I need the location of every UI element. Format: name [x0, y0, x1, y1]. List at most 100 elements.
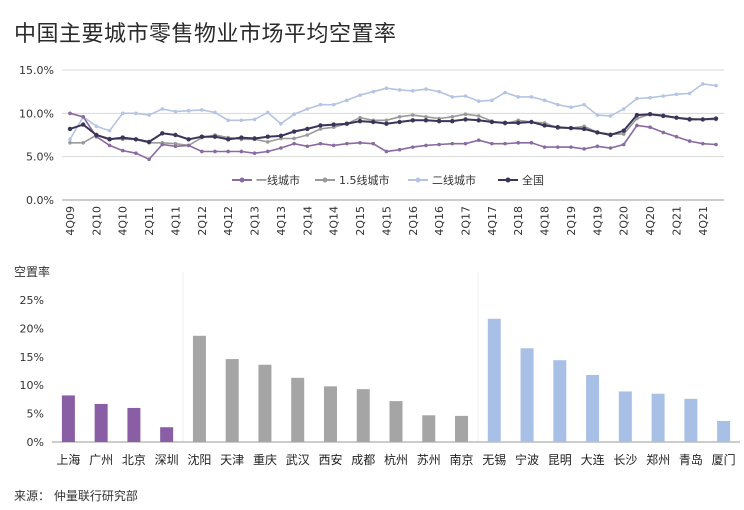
data-point: [450, 115, 455, 119]
bar: [127, 407, 141, 442]
data-point: [503, 141, 507, 146]
data-point: [173, 144, 178, 149]
bar: [651, 393, 665, 442]
data-point: [357, 118, 363, 124]
data-point: [490, 141, 494, 146]
data-point: [226, 137, 231, 142]
data-point: [476, 114, 481, 118]
data-point: [146, 139, 152, 145]
data-point: [397, 147, 402, 152]
data-point: [595, 130, 600, 135]
x-tick-label: 4Q09: [64, 206, 77, 236]
data-point: [371, 119, 376, 125]
data-point: [555, 125, 560, 130]
bar: [94, 403, 108, 442]
x-tick-label: 2Q17: [460, 206, 473, 236]
x-tick-label: 4Q11: [169, 206, 182, 236]
data-point: [568, 125, 574, 131]
x-tick-label: 4Q15: [380, 206, 393, 236]
x-tick-label: 4Q21: [697, 206, 710, 236]
data-point: [476, 99, 481, 103]
data-point: [635, 96, 639, 101]
data-point: [489, 119, 495, 125]
data-point: [450, 95, 455, 99]
y-tick-label: 10%: [20, 379, 44, 392]
legend-marker: [239, 177, 245, 183]
data-point: [305, 144, 310, 149]
x-tick-label: 杭州: [384, 452, 408, 467]
x-tick-label: 2Q16: [407, 206, 420, 236]
data-point: [318, 102, 323, 107]
x-tick-label: 长沙: [613, 453, 637, 467]
x-tick-label: 2Q20: [618, 206, 631, 236]
x-tick-label: 南京: [450, 452, 474, 467]
y-tick-label: 25%: [20, 294, 44, 307]
data-point: [252, 117, 257, 122]
bar: [225, 359, 239, 442]
data-point: [608, 132, 613, 138]
data-point: [582, 147, 586, 151]
data-point: [279, 146, 283, 150]
y-tick-label: 10.0%: [19, 107, 54, 120]
series-line-1: [70, 113, 716, 147]
data-point: [186, 137, 191, 142]
bar: [291, 377, 305, 442]
data-point: [252, 151, 257, 155]
data-point: [595, 113, 600, 117]
data-point: [80, 122, 86, 127]
data-point: [582, 102, 586, 107]
bar: [717, 420, 731, 442]
data-point: [608, 114, 613, 118]
x-tick-label: 4Q10: [117, 206, 130, 236]
data-point: [68, 111, 72, 116]
data-point: [529, 95, 534, 99]
data-point: [542, 123, 547, 128]
legend-marker: [505, 177, 511, 183]
data-point: [305, 107, 310, 111]
legend-marker: [322, 177, 328, 183]
data-point: [410, 113, 415, 117]
data-point: [503, 90, 507, 95]
data-point: [424, 143, 428, 148]
data-point: [621, 128, 626, 133]
page-title: 中国主要城市零售物业市场平均空置率: [14, 22, 397, 47]
data-point: [94, 132, 99, 138]
data-point: [687, 139, 692, 143]
data-point: [674, 115, 679, 120]
data-point: [292, 112, 296, 116]
data-point: [476, 138, 481, 142]
bar: [389, 401, 403, 442]
x-tick-label: 深圳: [155, 453, 179, 467]
legend-label: 一线城市: [256, 173, 300, 187]
x-tick-label: 成都: [351, 453, 375, 467]
data-point: [516, 95, 521, 99]
data-point: [436, 118, 442, 124]
data-point: [661, 113, 666, 119]
data-point: [424, 87, 428, 91]
data-point: [384, 149, 389, 154]
x-tick-label: 苏州: [417, 453, 441, 467]
series-line-0: [69, 112, 717, 161]
data-point: [279, 121, 283, 126]
data-point: [226, 118, 231, 123]
data-point: [463, 141, 468, 146]
data-point: [358, 141, 362, 145]
data-point: [358, 93, 362, 97]
x-tick-label: 4Q14: [328, 206, 341, 236]
data-point: [199, 134, 205, 139]
data-point: [305, 133, 310, 137]
data-point: [397, 119, 402, 125]
y-tick-label: 0.0%: [26, 194, 54, 207]
bar: [192, 335, 206, 442]
legend-marker: [415, 177, 421, 183]
data-point: [133, 137, 139, 142]
data-point: [661, 130, 666, 135]
data-point: [700, 117, 706, 122]
data-point: [345, 98, 349, 103]
data-point: [173, 109, 178, 114]
data-point: [318, 127, 323, 131]
data-point: [345, 141, 349, 146]
bar: [61, 395, 75, 442]
x-tick-label: 厦门: [712, 452, 736, 467]
